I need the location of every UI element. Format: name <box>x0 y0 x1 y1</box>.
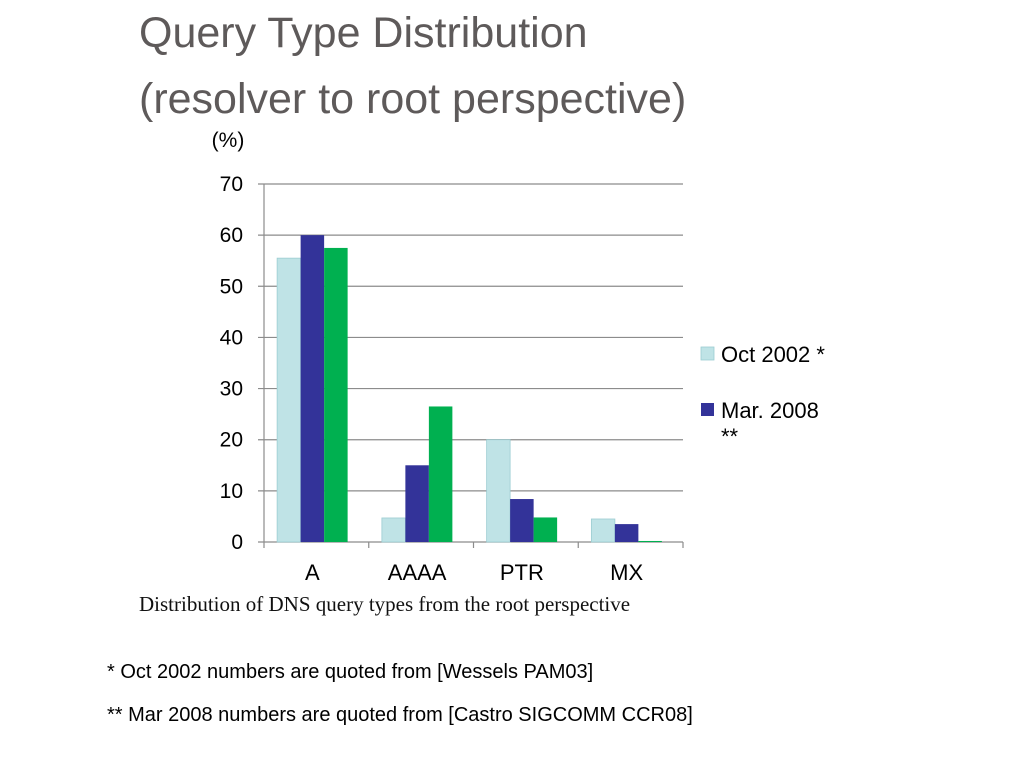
legend: Oct 2002 * Mar. 2008** <box>700 342 825 449</box>
bar-aaaa-series-2 <box>405 465 429 542</box>
slide-title: Query Type Distribution (resolver to roo… <box>139 0 959 132</box>
y-tick-label-60: 60 <box>220 224 243 247</box>
bar-mx-series-3 <box>638 540 662 542</box>
x-category-label-aaaa: AAAA <box>388 560 447 585</box>
y-tick-label-10: 10 <box>220 480 243 503</box>
x-category-label-mx: MX <box>610 560 643 585</box>
bar-aaaa-series-1 <box>381 517 406 543</box>
title-line-2: (resolver to root perspective) <box>139 75 687 123</box>
y-axis-ticks: 0 10 20 30 40 50 60 70 <box>220 173 243 554</box>
footnote-mar-2008: ** Mar 2008 numbers are quoted from [Cas… <box>107 704 693 726</box>
footnote-oct-2002: * Oct 2002 numbers are quoted from [Wess… <box>107 661 594 683</box>
bar-mx-series-2 <box>614 524 639 542</box>
bars <box>276 235 662 543</box>
bar-aaaa-series-3 <box>428 406 453 542</box>
chart-caption: Distribution of DNS query types from the… <box>139 592 631 616</box>
x-category-label-a: A <box>305 560 320 585</box>
bar-a-series-3 <box>324 247 348 542</box>
x-axis: A AAAA PTR MX <box>263 184 684 585</box>
bar-a-series-1 <box>276 257 302 543</box>
bar-mx-series-1 <box>590 518 616 543</box>
y-tick-label-70: 70 <box>220 173 243 196</box>
legend-label-2-line-2: ** <box>721 424 739 449</box>
legend-swatch-1 <box>700 346 715 361</box>
legend-label-1-line-1: Oct 2002 * <box>721 342 825 367</box>
bar-a-series-2 <box>300 235 325 542</box>
x-category-label-ptr: PTR <box>500 560 544 585</box>
bar-ptr-series-1 <box>486 439 511 543</box>
y-tick-label-40: 40 <box>220 326 243 349</box>
bar-ptr-series-2 <box>510 499 534 542</box>
y-tick-label-0: 0 <box>231 531 243 554</box>
legend-swatch-2 <box>701 403 714 416</box>
title-line-1: Query Type Distribution <box>139 9 588 57</box>
y-tick-label-20: 20 <box>220 429 243 452</box>
y-unit-label: (%) <box>212 129 245 152</box>
y-tick-label-30: 30 <box>220 378 243 401</box>
y-tick-label-50: 50 <box>220 275 243 298</box>
legend-label-2-line-1: Mar. 2008 <box>721 398 819 423</box>
bar-ptr-series-3 <box>533 517 558 542</box>
